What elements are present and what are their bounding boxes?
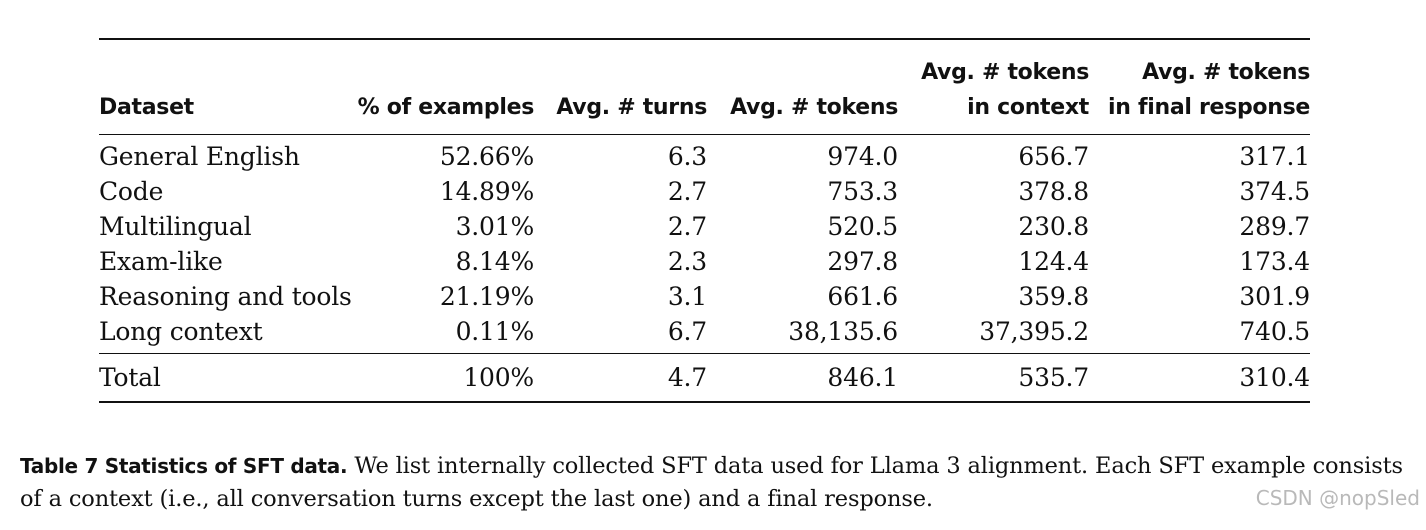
value-cell: 230.8 xyxy=(1018,212,1089,241)
dataset-name-cell: General English xyxy=(99,142,300,171)
value-cell: 52.66% xyxy=(439,142,534,171)
value-cell: 173.4 xyxy=(1239,247,1310,276)
table-header: Dataset % of examples Avg. # turns Avg. # t… xyxy=(99,39,1310,135)
value-cell: 2.7 xyxy=(667,177,707,206)
value-cell: 37,395.2 xyxy=(979,317,1089,346)
table-row: General English 52.66% 6.3 974.0 656.7 317.1 xyxy=(99,135,1310,175)
value-cell: 6.3 xyxy=(667,142,707,171)
value-cell: 374.5 xyxy=(1239,177,1310,206)
value-cell: 656.7 xyxy=(1018,142,1089,171)
value-cell: 124.4 xyxy=(1018,247,1089,276)
total-value-cell: 535.7 xyxy=(1018,363,1089,392)
value-cell: 297.8 xyxy=(827,247,898,276)
value-cell: 8.14% xyxy=(455,247,535,276)
value-cell: 3.01% xyxy=(455,212,535,241)
column-header: Avg. # tokens in final response xyxy=(1089,39,1310,135)
value-cell: 21.19% xyxy=(439,282,534,311)
value-cell: 301.9 xyxy=(1239,282,1310,311)
value-cell: 317.1 xyxy=(1239,142,1310,171)
column-header-line: in final response xyxy=(1108,95,1310,120)
value-cell: 974.0 xyxy=(827,142,898,171)
column-header-line: Avg. # tokens xyxy=(1142,60,1310,85)
column-header: Avg. # tokens in context xyxy=(898,39,1089,135)
column-header-line: Avg. # turns xyxy=(556,95,707,120)
value-cell: 378.8 xyxy=(1018,177,1089,206)
dataset-name-cell: Code xyxy=(99,177,164,206)
column-header-line: Avg. # tokens xyxy=(921,60,1089,85)
table-row: Multilingual 3.01% 2.7 520.5 230.8 289.7 xyxy=(99,209,1310,244)
value-cell: 740.5 xyxy=(1239,317,1310,346)
sft-statistics-table-container: Dataset % of examples Avg. # turns Avg. # t… xyxy=(99,38,1310,403)
value-cell: 3.1 xyxy=(667,282,707,311)
caption-text: We list internally collected SFT data us… xyxy=(20,453,1403,512)
column-header-line: in context xyxy=(967,95,1089,120)
table-body: General English 52.66% 6.3 974.0 656.7 317.1 C… xyxy=(99,135,1310,354)
column-header-line: Dataset xyxy=(99,95,194,120)
value-cell: 520.5 xyxy=(827,212,898,241)
table-row: Reasoning and tools 21.19% 3.1 661.6 359.8 30… xyxy=(99,279,1310,314)
caption-label: Table 7 Statistics of SFT data. xyxy=(20,454,348,478)
value-cell: 38,135.6 xyxy=(788,317,898,346)
value-cell: 359.8 xyxy=(1018,282,1089,311)
watermark: CSDN @nopSled xyxy=(1255,486,1420,510)
value-cell: 2.3 xyxy=(667,247,707,276)
column-header: % of examples xyxy=(349,39,535,135)
column-header-line: % of examples xyxy=(357,95,535,120)
value-cell: 6.7 xyxy=(667,317,707,346)
value-cell: 753.3 xyxy=(827,177,898,206)
column-header: Avg. # turns xyxy=(534,39,707,135)
column-header: Dataset xyxy=(99,39,349,135)
total-value-cell: 4.7 xyxy=(667,363,707,392)
value-cell: 14.89% xyxy=(439,177,534,206)
value-cell: 2.7 xyxy=(667,212,707,241)
total-value-cell: 310.4 xyxy=(1239,363,1310,392)
table-header-row: Dataset % of examples Avg. # turns Avg. # t… xyxy=(99,39,1310,135)
value-cell: 0.11% xyxy=(455,317,535,346)
column-header: Avg. # tokens xyxy=(707,39,898,135)
table-row: Long context 0.11% 6.7 38,135.6 37,395.2 740.… xyxy=(99,314,1310,354)
value-cell: 289.7 xyxy=(1239,212,1310,241)
dataset-name-cell: Multilingual xyxy=(99,212,252,241)
sft-statistics-table: Dataset % of examples Avg. # turns Avg. # t… xyxy=(99,38,1310,403)
dataset-name-cell: Reasoning and tools xyxy=(99,282,352,311)
column-header-line: Avg. # tokens xyxy=(730,95,898,120)
table-row: Code 14.89% 2.7 753.3 378.8 374.5 xyxy=(99,174,1310,209)
table-row: Exam-like 8.14% 2.3 297.8 124.4 173.4 xyxy=(99,244,1310,279)
dataset-name-cell: Exam-like xyxy=(99,247,223,276)
total-label-cell: Total xyxy=(99,363,161,392)
dataset-name-cell: Long context xyxy=(99,317,263,346)
total-value-cell: 846.1 xyxy=(827,363,898,392)
table-caption: Table 7 Statistics of SFT data. We list … xyxy=(20,450,1410,516)
table-total: Total 100% 4.7 846.1 535.7 310.4 xyxy=(99,353,1310,402)
total-value-cell: 100% xyxy=(463,363,534,392)
value-cell: 661.6 xyxy=(827,282,898,311)
total-row: Total 100% 4.7 846.1 535.7 310.4 xyxy=(99,353,1310,402)
